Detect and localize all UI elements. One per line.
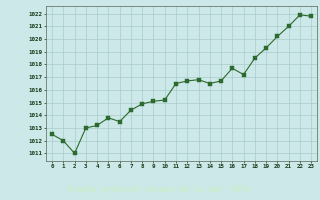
- Text: Graphe pression niveau de la mer (hPa): Graphe pression niveau de la mer (hPa): [68, 185, 252, 194]
